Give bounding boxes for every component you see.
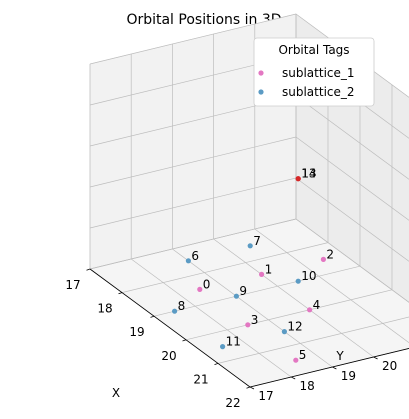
legend-label-sublattice-2: sublattice_2 xyxy=(282,85,355,99)
point-label-5: 5 xyxy=(299,348,307,362)
legend-marker-sublattice-2 xyxy=(258,89,264,95)
grid-side-z xyxy=(89,218,297,270)
point-label-1: 1 xyxy=(265,262,273,276)
y-tick-label: 17 xyxy=(258,389,273,403)
x-tick xyxy=(86,268,91,271)
point-3 xyxy=(245,322,251,328)
point-8 xyxy=(172,308,178,314)
point-label-6: 6 xyxy=(191,249,199,263)
point-label-13: 13 xyxy=(301,167,316,181)
y-tick xyxy=(291,376,296,380)
panes xyxy=(89,13,409,388)
y-tick-label: 18 xyxy=(300,379,315,393)
point-label-8: 8 xyxy=(178,299,186,313)
point-label-2: 2 xyxy=(326,247,334,261)
y-tick-label: 20 xyxy=(382,359,397,373)
grid-back-z xyxy=(295,218,409,303)
point-1 xyxy=(259,271,265,277)
grid-back-z xyxy=(295,13,409,98)
grid-side-z xyxy=(89,13,297,65)
x-tick xyxy=(246,386,251,389)
point-label-14: 14 xyxy=(301,167,316,181)
x-tick xyxy=(118,292,123,295)
point-11 xyxy=(220,344,226,350)
x-tick-label: 21 xyxy=(193,372,208,386)
grid-floor-x xyxy=(153,265,361,317)
grid-back-z xyxy=(295,95,409,180)
point-9 xyxy=(233,293,239,299)
x-axis-label: X xyxy=(112,386,120,400)
point-0 xyxy=(197,286,203,292)
grid-floor-x xyxy=(185,289,393,341)
y-tick xyxy=(249,386,255,390)
grid-floor-x xyxy=(217,316,409,364)
legend: Orbital Tags sublattice_1 sublattice_2 xyxy=(253,37,375,107)
x-tick-label: 20 xyxy=(161,349,176,363)
x-tick-label: 18 xyxy=(97,302,112,316)
grid-floor-y xyxy=(172,248,333,368)
x-tick xyxy=(150,315,155,318)
point-label-7: 7 xyxy=(253,234,261,248)
point-12 xyxy=(281,329,287,335)
point-label-0: 0 xyxy=(203,277,211,291)
legend-title: Orbital Tags xyxy=(278,43,349,57)
grid-side-z xyxy=(89,177,297,229)
point-10 xyxy=(295,278,301,284)
x-tick-label: 22 xyxy=(225,396,240,410)
y-tick xyxy=(332,366,337,370)
legend-box xyxy=(253,37,375,107)
x-tick-label: 17 xyxy=(65,278,80,292)
point-5 xyxy=(293,357,299,363)
point-label-12: 12 xyxy=(287,320,302,334)
grid-back-z xyxy=(295,177,409,262)
x-axis-line xyxy=(89,268,251,388)
grid-floor-y xyxy=(213,238,374,358)
grid-floor-x xyxy=(121,242,329,293)
x-tick xyxy=(214,363,219,365)
x-tick xyxy=(182,339,187,342)
point-label-9: 9 xyxy=(239,284,247,298)
point-label-3: 3 xyxy=(251,313,259,327)
axes: 1718192021221718192021220.00.20.40.60.81… xyxy=(65,268,409,410)
point-4 xyxy=(307,307,313,313)
y-tick xyxy=(373,356,378,360)
x-tick-label: 19 xyxy=(129,325,144,339)
point-6 xyxy=(185,258,191,264)
point-14 xyxy=(295,176,301,182)
chart-title: Orbital Positions in 3D xyxy=(126,12,281,28)
point-label-10: 10 xyxy=(301,269,316,283)
legend-marker-sublattice-1 xyxy=(258,70,264,76)
point-label-4: 4 xyxy=(313,298,321,312)
grid-floor-y xyxy=(254,228,409,344)
point-label-11: 11 xyxy=(226,335,241,349)
point-2 xyxy=(320,256,326,262)
legend-label-sublattice-1: sublattice_1 xyxy=(282,66,355,80)
y-tick-label: 19 xyxy=(341,369,356,383)
y-axis-line xyxy=(249,347,409,388)
point-7 xyxy=(247,243,253,249)
y-axis-label: Y xyxy=(335,349,344,363)
grid-back-z xyxy=(295,136,409,221)
grid-floor-y xyxy=(130,258,292,378)
grid-side-z xyxy=(89,136,297,188)
